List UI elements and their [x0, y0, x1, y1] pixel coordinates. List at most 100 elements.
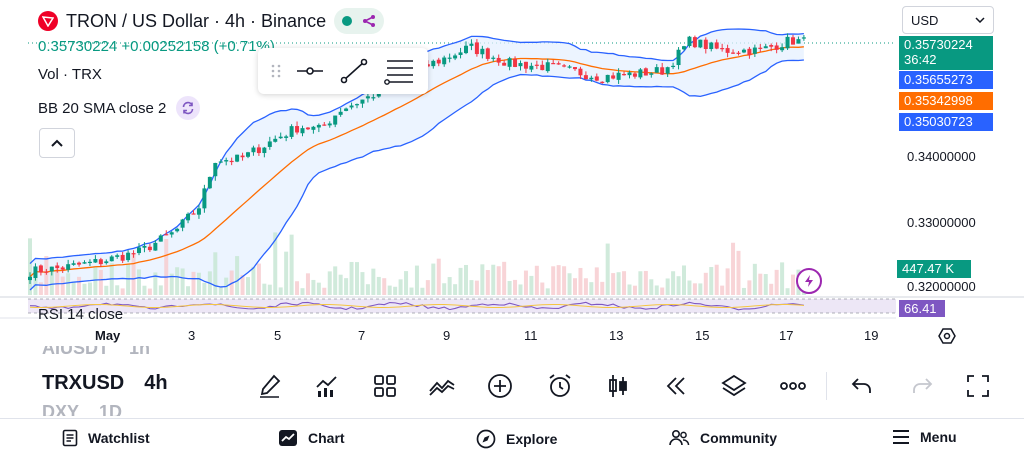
layers-icon[interactable]: [720, 372, 748, 400]
compare-icon[interactable]: [428, 372, 456, 400]
volume-bar: [295, 281, 300, 295]
chart-settings-icon[interactable]: [938, 328, 956, 349]
volume-bar: [698, 283, 703, 295]
volume-bar: [709, 267, 714, 295]
candle-body: [518, 63, 523, 67]
chevron-down-icon: [975, 17, 985, 23]
volume-bar: [687, 280, 692, 295]
volume-bar: [38, 282, 43, 295]
symbol-option-selected[interactable]: TRXUSD 4h: [42, 372, 168, 395]
candle-body: [158, 235, 163, 242]
bar-countdown: 36:42: [904, 52, 937, 67]
layouts-icon[interactable]: [371, 372, 399, 400]
more-icon[interactable]: [779, 372, 807, 400]
candle-body: [567, 66, 572, 68]
symbol-option[interactable]: AIUSDT 1h: [42, 346, 150, 359]
candle-body: [774, 45, 779, 50]
candle-body: [632, 73, 637, 77]
bb-basis-line: [29, 46, 804, 278]
volume-bar: [605, 243, 610, 295]
candle-body: [44, 271, 49, 273]
candle-body: [458, 52, 463, 55]
collapse-legend-button[interactable]: [39, 128, 75, 158]
drag-handle-icon[interactable]: [271, 63, 281, 79]
brush-icon[interactable]: [256, 372, 284, 400]
last-price-value: 0.35730224: [904, 37, 973, 52]
add-icon[interactable]: [486, 372, 514, 400]
volume-bar: [147, 288, 152, 295]
nav-chart[interactable]: Chart: [278, 429, 345, 447]
nav-watchlist[interactable]: Watchlist: [62, 429, 150, 447]
nav-community[interactable]: Community: [668, 429, 777, 447]
volume-bar: [349, 261, 354, 295]
replay-icon[interactable]: [662, 372, 690, 400]
candle-body: [235, 154, 240, 162]
trend-line-icon[interactable]: [339, 57, 369, 85]
fullscreen-icon[interactable]: [964, 372, 992, 400]
nav-menu[interactable]: Menu: [892, 429, 957, 445]
volume-bar: [622, 271, 627, 295]
volume-legend-label: Vol · TRX: [38, 66, 102, 83]
refresh-icon[interactable]: [176, 96, 201, 120]
time-axis-label: May: [95, 328, 121, 343]
candle-body: [682, 46, 686, 50]
volume-legend[interactable]: Vol · TRX: [38, 66, 102, 83]
volume-bar: [262, 283, 267, 295]
volume-bar: [485, 270, 490, 295]
chart-icon: [279, 430, 297, 446]
volume-bar: [425, 280, 430, 295]
volume-bar: [671, 271, 676, 295]
candle-body: [556, 63, 561, 65]
horizontal-ray-icon[interactable]: [295, 63, 325, 79]
volume-bar: [551, 266, 556, 295]
volume-bar: [480, 264, 485, 295]
undo-icon[interactable]: [848, 372, 876, 400]
alert-icon[interactable]: [546, 372, 574, 400]
currency-select[interactable]: USD: [902, 6, 994, 34]
volume-bar: [196, 272, 201, 295]
volume-bar: [289, 234, 294, 295]
symbol-option[interactable]: DXY 1D: [42, 402, 122, 416]
candle-body: [218, 161, 223, 163]
bb-fill-area: [30, 29, 804, 290]
nav-chart-label: Chart: [308, 430, 345, 446]
candle-body: [660, 67, 665, 75]
candle-body: [284, 136, 289, 138]
candles-icon[interactable]: [604, 372, 632, 400]
volume-bar: [665, 278, 670, 295]
drawing-toolbar[interactable]: [258, 48, 428, 94]
candle-body: [649, 73, 654, 75]
candle-body: [240, 155, 245, 158]
volume-bar: [414, 265, 419, 295]
symbol-title[interactable]: TRON / US Dollar · 4h · Binance: [66, 10, 327, 31]
candle-body: [322, 124, 327, 126]
volume-bar: [523, 270, 528, 295]
symbol-header[interactable]: TRON / US Dollar · 4h · Binance: [38, 8, 385, 34]
candle-body: [731, 52, 736, 54]
candle-body: [28, 276, 32, 281]
volume-bar: [632, 285, 637, 295]
nav-explore[interactable]: Explore: [476, 429, 557, 449]
fib-retracement-icon[interactable]: [383, 57, 415, 85]
candle-body: [98, 259, 103, 265]
volume-bar: [725, 268, 730, 295]
symbol-picker[interactable]: AIUSDT 1h TRXUSD 4h DXY 1D: [42, 346, 182, 416]
lightning-icon[interactable]: [796, 268, 822, 294]
bb-legend[interactable]: BB 20 SMA close 2: [38, 96, 201, 120]
volume-bar: [780, 262, 785, 295]
candle-body: [769, 45, 774, 47]
rsi-legend[interactable]: RSI 14 close: [38, 306, 123, 323]
compass-icon: [476, 429, 496, 449]
volume-bar: [273, 232, 278, 295]
volume-bar: [769, 283, 774, 295]
redo-icon[interactable]: [908, 372, 936, 400]
volume-bar: [60, 276, 65, 295]
market-status-pill[interactable]: [334, 8, 385, 34]
price-change-line: 0.35730224 +0.00252158 (+0.71%): [38, 38, 275, 55]
share-icon: [363, 15, 376, 27]
volume-bar: [251, 266, 256, 295]
candle-body: [622, 74, 627, 76]
indicators-icon[interactable]: [313, 372, 341, 400]
volume-bar: [502, 261, 507, 295]
candle-body: [431, 60, 436, 67]
